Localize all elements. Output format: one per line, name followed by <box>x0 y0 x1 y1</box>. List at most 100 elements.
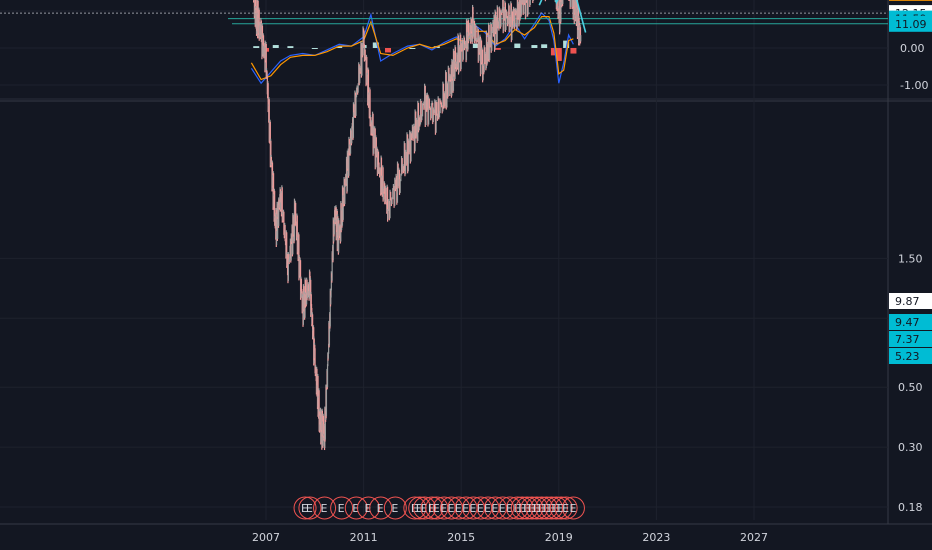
earnings-marker-label: E <box>377 502 384 515</box>
earnings-marker <box>535 496 559 520</box>
earnings-marker <box>525 496 549 520</box>
price-label-badge <box>889 15 932 32</box>
histogram-bar <box>287 46 294 48</box>
histogram-bar <box>409 48 416 49</box>
price-label-badge <box>889 331 932 347</box>
earnings-marker <box>520 496 544 520</box>
earnings-marker-label: E <box>569 502 576 515</box>
price-label-text: 9.87 <box>895 295 920 308</box>
earnings-marker-label: E <box>338 502 345 515</box>
axes: 1.000.00-1.0090.0050.0030.001.500.900.50… <box>252 0 932 544</box>
histogram-bar <box>311 48 318 49</box>
histogram-bar <box>272 45 279 48</box>
earnings-marker-label: E <box>321 502 328 515</box>
earnings-marker <box>530 496 554 520</box>
price-label-badge <box>889 293 932 309</box>
earnings-marker-label: E <box>513 502 520 515</box>
earnings-marker-label: E <box>421 502 428 515</box>
earnings-marker-label: E <box>528 502 535 515</box>
oscillator-tick-label: 0.00 <box>900 42 925 55</box>
earnings-marker-label: E <box>440 502 447 515</box>
price-label-badge <box>889 348 932 364</box>
earnings-marker <box>491 496 515 520</box>
histogram-bar <box>385 48 391 53</box>
earnings-marker <box>549 496 573 520</box>
histogram-bar <box>514 43 521 48</box>
earnings-marker <box>369 496 393 520</box>
earnings-marker-label: E <box>411 502 418 515</box>
earnings-marker-label: E <box>455 502 462 515</box>
earnings-marker <box>420 496 444 520</box>
histogram-bar <box>555 48 562 61</box>
earnings-marker-label: E <box>547 502 554 515</box>
earnings-marker-label: E <box>301 502 308 515</box>
price-label-text: 5.23 <box>895 350 920 363</box>
histogram-bar <box>472 43 479 48</box>
earnings-marker-label: E <box>416 502 423 515</box>
earnings-marker-label: E <box>469 502 476 515</box>
price-label-badge <box>889 314 932 330</box>
price-pane[interactable] <box>0 0 888 451</box>
price-tick-label: 0.50 <box>898 381 923 394</box>
earnings-marker-label: E <box>562 502 569 515</box>
histogram-bar <box>372 42 379 48</box>
histogram-bar <box>563 40 570 48</box>
earnings-marker-label: E <box>484 502 491 515</box>
earnings-marker <box>383 496 407 520</box>
earnings-marker-label: E <box>552 502 559 515</box>
time-tick-label: 2007 <box>252 531 280 544</box>
earnings-marker-label: E <box>364 502 371 515</box>
time-tick-label: 2015 <box>447 531 475 544</box>
histogram-bar <box>541 44 548 48</box>
price-label-text: 7.37 <box>895 333 920 346</box>
price-label-text: 11.09 <box>895 18 927 31</box>
histogram-bar <box>336 46 343 48</box>
price-tick-label: 1.50 <box>898 252 923 265</box>
earnings-marker-label: E <box>533 502 540 515</box>
earnings-marker-label: E <box>523 502 530 515</box>
earnings-marker-label: E <box>538 502 545 515</box>
histogram-bar <box>550 48 557 56</box>
earnings-marker <box>505 496 529 520</box>
earnings-marker-label: E <box>491 502 498 515</box>
earnings-marker-label: E <box>518 502 525 515</box>
earnings-marker-label: E <box>462 502 469 515</box>
earnings-marker <box>330 496 354 520</box>
histogram-bar <box>253 46 260 48</box>
earnings-marker-label: E <box>477 502 484 515</box>
earnings-marker-label: E <box>543 502 550 515</box>
earnings-marker <box>313 496 337 520</box>
earnings-marker-label: E <box>391 502 398 515</box>
earnings-marker-label: E <box>352 502 359 515</box>
earnings-marker <box>293 496 317 520</box>
earnings-marker-label: E <box>506 502 513 515</box>
histogram-bar <box>494 48 501 50</box>
histogram-bar <box>531 45 538 48</box>
earnings-marker-label: E <box>557 502 564 515</box>
price-label-badge <box>889 0 932 1</box>
earnings-marker <box>544 496 568 520</box>
price-label-text: 9.47 <box>895 316 920 329</box>
oscillator-tick-label: -1.00 <box>900 79 928 92</box>
earnings-marker <box>298 496 322 520</box>
time-tick-label: 2023 <box>642 531 670 544</box>
earnings-marker <box>356 496 380 520</box>
earnings-marker <box>510 496 534 520</box>
earnings-marker <box>515 496 539 520</box>
earnings-marker <box>344 496 368 520</box>
histogram-bar <box>570 48 577 54</box>
time-tick-label: 2019 <box>545 531 573 544</box>
earnings-marker-label: E <box>447 502 454 515</box>
earnings-marker-label: E <box>306 502 313 515</box>
price-tick-label: 0.30 <box>898 441 923 454</box>
time-tick-label: 2011 <box>350 531 378 544</box>
earnings-marker <box>413 496 437 520</box>
price-tick-label: 0.18 <box>898 501 923 514</box>
earnings-marker-label: E <box>428 502 435 515</box>
earnings-marker-label: E <box>433 502 440 515</box>
drawn-pattern-line <box>538 0 587 33</box>
earnings-marker <box>408 496 432 520</box>
